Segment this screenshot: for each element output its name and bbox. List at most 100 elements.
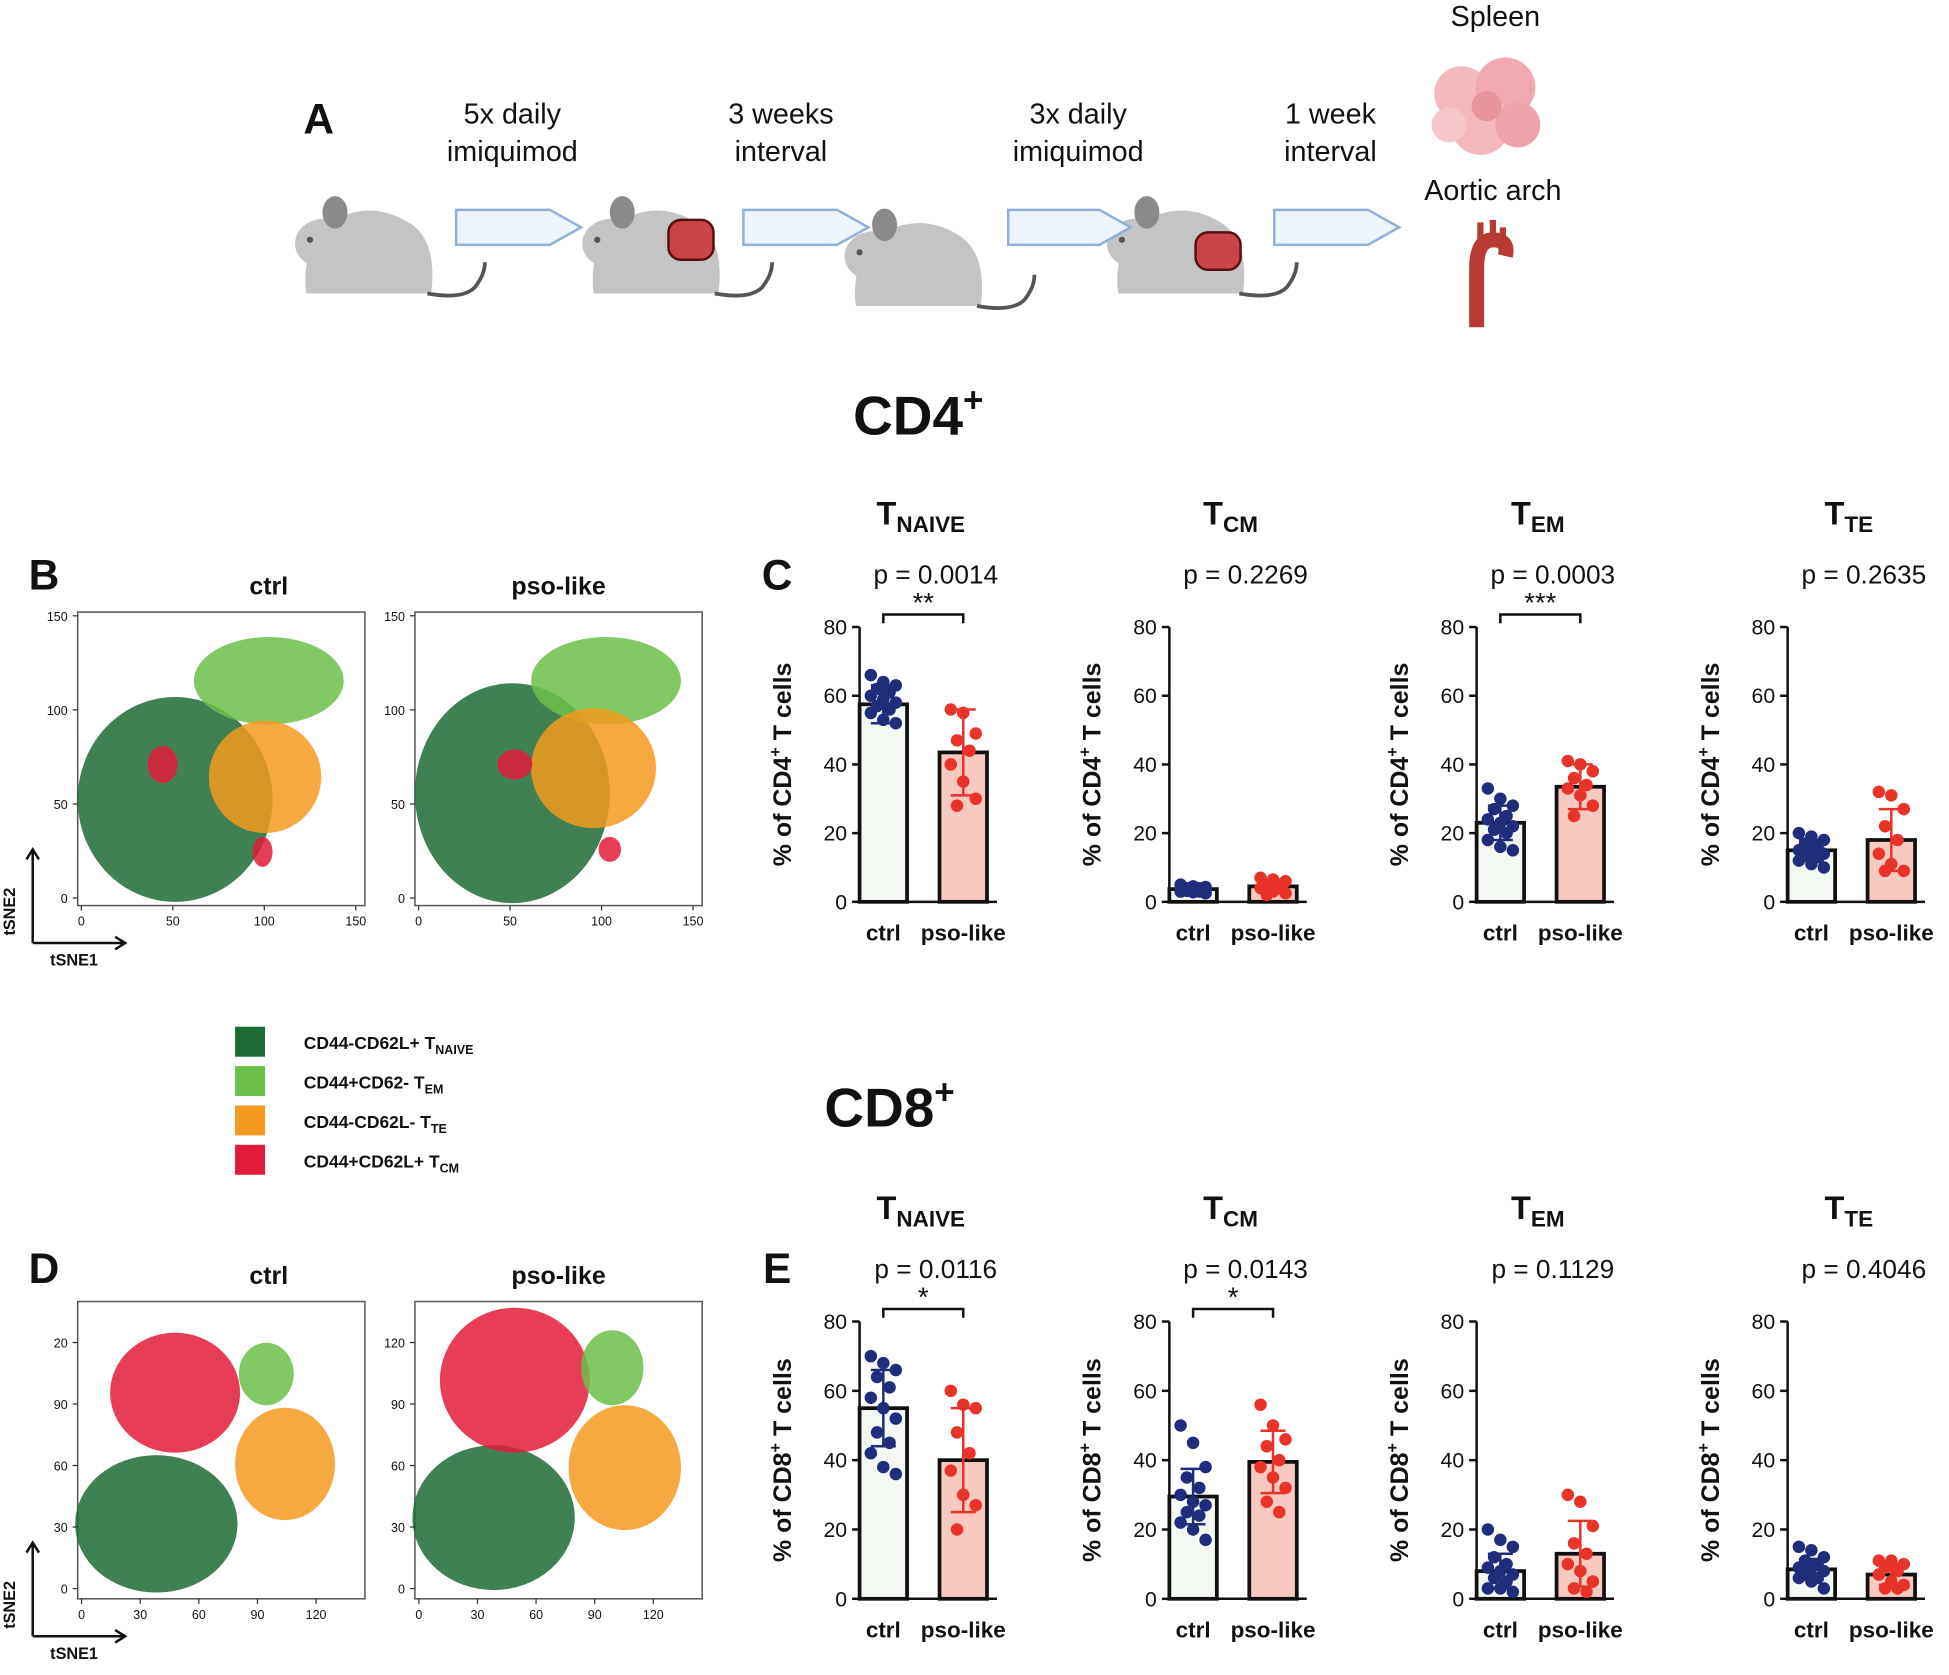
error-bar [1180,884,1206,894]
x-axis-label: tSNE1 [50,1645,98,1663]
bar [1167,1494,1219,1601]
data-point [1580,1585,1593,1599]
error-bar [1487,804,1513,842]
plot-title: TTE [1825,1190,1874,1231]
error-bar [1260,878,1286,895]
significance-bracket [882,613,965,624]
arrow [454,208,584,247]
legend: CD44-CD62L+ TNAIVE CD44+CD62- TEM CD44-CD6… [235,1026,473,1175]
cluster-region [238,1342,294,1406]
y-axis-label-main: % of CD4 [1079,757,1107,867]
data-point [963,744,976,757]
y-axis-label: % of CD8+ T cells [1077,1358,1107,1562]
error-bar [950,708,976,797]
data-point [1260,1440,1274,1453]
y-tick-label: 20 [1441,1519,1465,1542]
y-axis-label: tSNE2 [1,888,19,936]
error-bar [1567,1519,1593,1588]
p-value: p = 0.0143 [1183,1254,1308,1284]
error-bar [1487,1552,1513,1590]
data-point [864,1446,878,1460]
data-point [1273,1453,1286,1467]
y-tick-label: 40 [1752,754,1776,777]
x-tick-label: 50 [503,915,517,929]
x-tick-label: 50 [166,915,180,929]
mouse-icon [842,206,1037,310]
y-tick-label: 40 [823,754,847,777]
x-tick-label: 120 [306,1608,327,1622]
plot-title-main: T [1511,1190,1531,1226]
data-point [870,1426,884,1439]
y-tick-label: 60 [823,1380,847,1403]
legend-swatch [235,1026,266,1057]
legend-label: CD44-CD62L- TTE [304,1112,447,1136]
plot-title: pso-like [511,1262,605,1290]
data-point [1186,1436,1200,1450]
step-label: 3x daily [1029,99,1127,131]
data-point [877,1460,890,1474]
section-title: CD4+ [853,381,983,446]
data-point [1567,1582,1581,1595]
x-tick-label: ctrl [1176,1618,1211,1643]
step-label: interval [735,136,828,168]
x-tick-label: pso-like [1231,921,1316,946]
data-point [1487,1571,1501,1585]
y-tick-label: 100 [384,704,405,718]
skin-lesion [667,218,715,262]
plot-title: TEM [1511,496,1565,537]
data-point [950,1523,964,1536]
y-tick-label: 20 [54,1337,68,1351]
plot-title-sub: NAIVE [896,1207,965,1232]
axis-arrow [32,1628,128,1644]
cluster-region [598,836,622,862]
data-point [864,689,878,702]
section-title: CD8+ [824,1073,954,1138]
data-point [1193,1509,1206,1522]
y-axis-label-sup: + [1077,1443,1095,1452]
x-tick-label: 60 [529,1608,543,1622]
data-point [1872,1568,1886,1581]
y-tick-label: 50 [54,798,68,812]
data-point [1174,1488,1187,1502]
y-tick-label: 40 [1441,1450,1465,1473]
y-tick-label: 150 [47,610,68,624]
legend-label: CD44+CD62- TEM [304,1073,444,1097]
x-tick-label: ctrl [1794,921,1829,946]
significance-bracket [1499,613,1582,624]
legend-sub: EM [425,1083,444,1097]
cluster-region [531,708,656,829]
data-point [1481,813,1495,826]
significance-label: * [1228,1282,1239,1313]
data-point [1586,1575,1600,1588]
data-point [1260,888,1274,902]
plot-title-main: T [1825,496,1845,532]
data-point [1885,789,1898,802]
y-axis-label-sup: + [1384,1443,1402,1452]
y-tick-label: 60 [1133,685,1157,708]
y-tick-label: 20 [1752,1519,1776,1542]
panel-label: D [29,1245,60,1292]
plot-title-main: T [1825,1190,1845,1226]
y-axis-label-main: % of CD4 [769,757,797,867]
y-axis-label-end: T cells [769,663,797,748]
y-tick-label: 0 [1452,891,1464,914]
y-axis-label-sup: + [1695,747,1713,756]
y-axis-label: tSNE2 [1,1581,19,1629]
y-tick-label: 0 [1145,1588,1157,1611]
y-tick-label: 100 [47,704,68,718]
step-label: interval [1284,136,1377,168]
section-title-sup: + [934,1073,954,1112]
x-tick-label: ctrl [866,921,901,946]
data-point [1260,1495,1274,1508]
y-tick-label: 40 [1441,754,1465,777]
x-tick-label: ctrl [1176,921,1211,946]
error-bar [1567,763,1593,811]
arrow [742,208,871,247]
y-tick-label: 90 [54,1398,68,1412]
y-axis-label-end: T cells [1697,663,1725,748]
cluster-region [581,1330,644,1406]
error-bar [870,684,896,725]
step-label: 3 weeks [728,99,833,131]
section-title-main: CD8 [824,1077,934,1139]
